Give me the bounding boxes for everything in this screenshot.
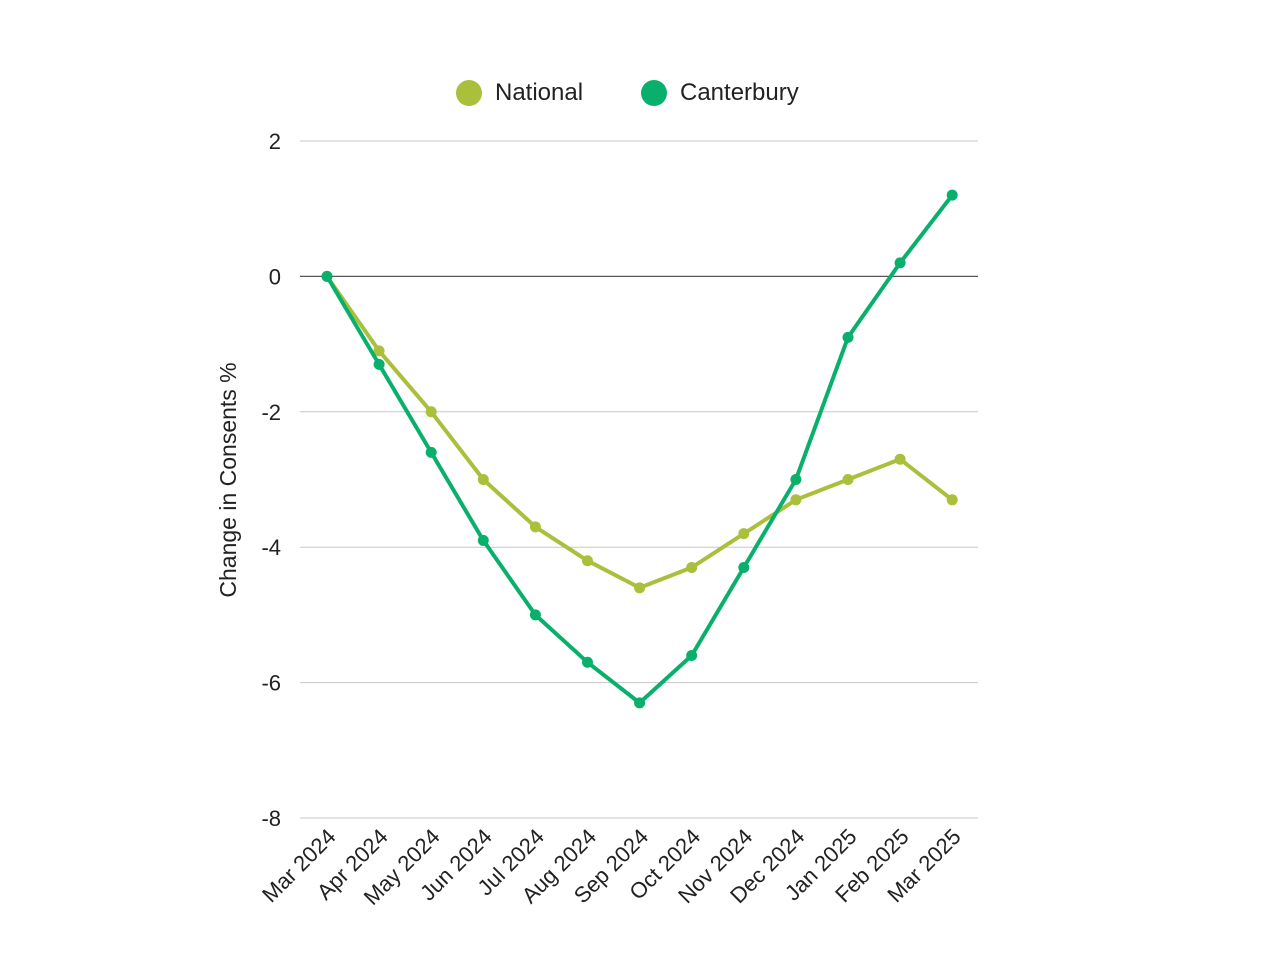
data-point-national <box>686 562 698 574</box>
legend-item-national: National <box>456 79 583 106</box>
data-point-canterbury <box>582 656 593 668</box>
data-point-canterbury <box>425 446 437 458</box>
data-point-national <box>477 474 489 485</box>
legend-marker <box>641 80 667 106</box>
data-point-national <box>634 582 646 594</box>
data-point-canterbury <box>738 562 750 574</box>
y-axis-title: Change in Consents % <box>215 362 241 597</box>
data-point-national <box>946 494 958 506</box>
legend-item-canterbury: Canterbury <box>641 79 799 106</box>
data-point-canterbury <box>790 474 802 485</box>
data-point-canterbury <box>634 697 646 709</box>
legend: National Canterbury <box>456 79 799 106</box>
data-point-canterbury <box>894 257 906 269</box>
y-tick-label: -2 <box>261 400 281 425</box>
data-point-national <box>425 406 437 418</box>
y-tick-label: -8 <box>261 806 281 831</box>
data-point-canterbury <box>529 609 541 621</box>
data-point-national <box>894 453 906 465</box>
data-point-national <box>738 528 750 540</box>
y-tick-label: -6 <box>261 671 281 696</box>
data-point-canterbury <box>686 650 698 662</box>
gridlines <box>300 140 978 819</box>
data-point-canterbury <box>842 331 854 343</box>
series-line-canterbury <box>325 193 955 705</box>
legend-label: National <box>495 79 583 106</box>
y-tick-label: 0 <box>269 264 281 289</box>
data-point-canterbury <box>477 534 489 546</box>
data-point-canterbury <box>946 189 958 201</box>
y-axis: 2 0 -2 -4 -6 -8 <box>261 129 281 831</box>
data-point-national <box>842 474 854 485</box>
data-point-national <box>582 555 593 567</box>
legend-marker <box>456 80 482 106</box>
legend-label: Canterbury <box>680 79 799 106</box>
series-layer <box>321 189 958 709</box>
data-point-national <box>529 521 541 533</box>
data-point-national <box>790 494 802 506</box>
y-tick-label: -4 <box>261 535 281 560</box>
data-point-national <box>373 345 385 357</box>
y-tick-label: 2 <box>269 129 281 154</box>
series-canterbury <box>321 189 958 709</box>
data-point-canterbury <box>373 358 385 370</box>
data-point-canterbury <box>321 270 333 282</box>
